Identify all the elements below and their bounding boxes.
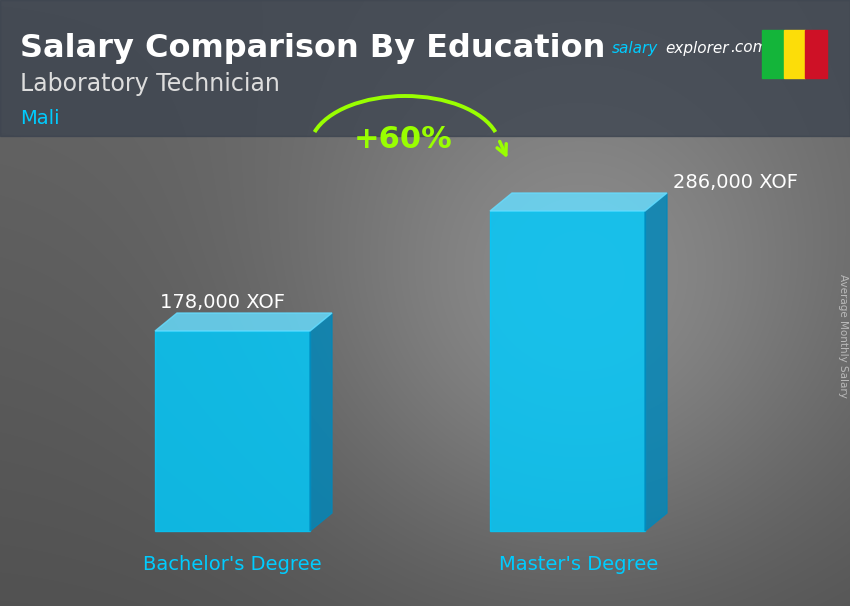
Text: Mali: Mali — [20, 110, 60, 128]
Bar — [0, 0, 850, 136]
Bar — [784, 30, 805, 78]
Bar — [762, 30, 784, 78]
Text: +60%: +60% — [354, 125, 452, 155]
Text: salary: salary — [612, 41, 658, 56]
Polygon shape — [310, 313, 332, 531]
Bar — [155, 331, 310, 531]
Text: Salary Comparison By Education: Salary Comparison By Education — [20, 33, 605, 64]
Bar — [805, 30, 827, 78]
Text: 178,000 XOF: 178,000 XOF — [160, 293, 285, 313]
Text: Bachelor's Degree: Bachelor's Degree — [143, 554, 322, 573]
Polygon shape — [645, 193, 667, 531]
Text: Master's Degree: Master's Degree — [499, 554, 658, 573]
Text: explorer: explorer — [665, 41, 728, 56]
Text: Laboratory Technician: Laboratory Technician — [20, 72, 280, 96]
Polygon shape — [155, 313, 332, 331]
Polygon shape — [490, 193, 667, 211]
Text: 286,000 XOF: 286,000 XOF — [673, 173, 798, 193]
Text: Average Monthly Salary: Average Monthly Salary — [838, 274, 848, 398]
Bar — [490, 211, 645, 531]
Text: .com: .com — [730, 41, 768, 56]
